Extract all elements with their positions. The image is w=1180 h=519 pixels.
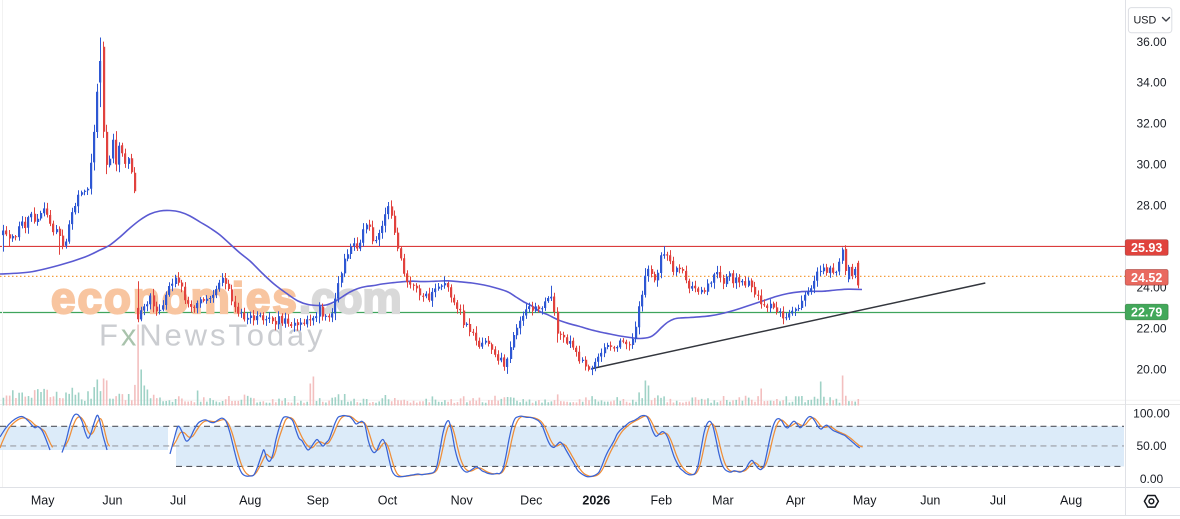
svg-text:May: May — [31, 494, 55, 508]
svg-text:36.00: 36.00 — [1136, 35, 1166, 49]
svg-text:Aug: Aug — [239, 494, 261, 508]
svg-text:32.00: 32.00 — [1136, 117, 1166, 131]
svg-text:20.00: 20.00 — [1136, 363, 1166, 377]
svg-text:25.93: 25.93 — [1131, 241, 1162, 255]
svg-text:22.00: 22.00 — [1136, 322, 1166, 336]
svg-text:May: May — [853, 494, 877, 508]
svg-text:FxNewsToday: FxNewsToday — [99, 318, 326, 353]
svg-text:Jul: Jul — [170, 494, 186, 508]
svg-text:100.00: 100.00 — [1133, 407, 1170, 421]
svg-text:Feb: Feb — [651, 494, 673, 508]
svg-text:Jun: Jun — [102, 494, 122, 508]
svg-text:Dec: Dec — [520, 494, 542, 508]
svg-text:34.00: 34.00 — [1136, 76, 1166, 90]
svg-text:Jul: Jul — [990, 494, 1006, 508]
svg-text:24.52: 24.52 — [1131, 271, 1162, 285]
svg-text:Oct: Oct — [378, 494, 398, 508]
svg-text:22.79: 22.79 — [1131, 306, 1162, 320]
svg-text:0.00: 0.00 — [1140, 472, 1164, 486]
svg-text:Mar: Mar — [712, 494, 734, 508]
svg-text:Jun: Jun — [920, 494, 940, 508]
svg-text:Apr: Apr — [786, 494, 805, 508]
svg-text:50.00: 50.00 — [1136, 439, 1166, 453]
svg-text:Nov: Nov — [451, 494, 474, 508]
svg-text:USD: USD — [1134, 15, 1157, 27]
svg-text:2026: 2026 — [582, 494, 610, 508]
svg-text:28.00: 28.00 — [1136, 199, 1166, 213]
svg-text:30.00: 30.00 — [1136, 158, 1166, 172]
svg-text:Aug: Aug — [1060, 494, 1082, 508]
svg-text:Sep: Sep — [307, 494, 329, 508]
